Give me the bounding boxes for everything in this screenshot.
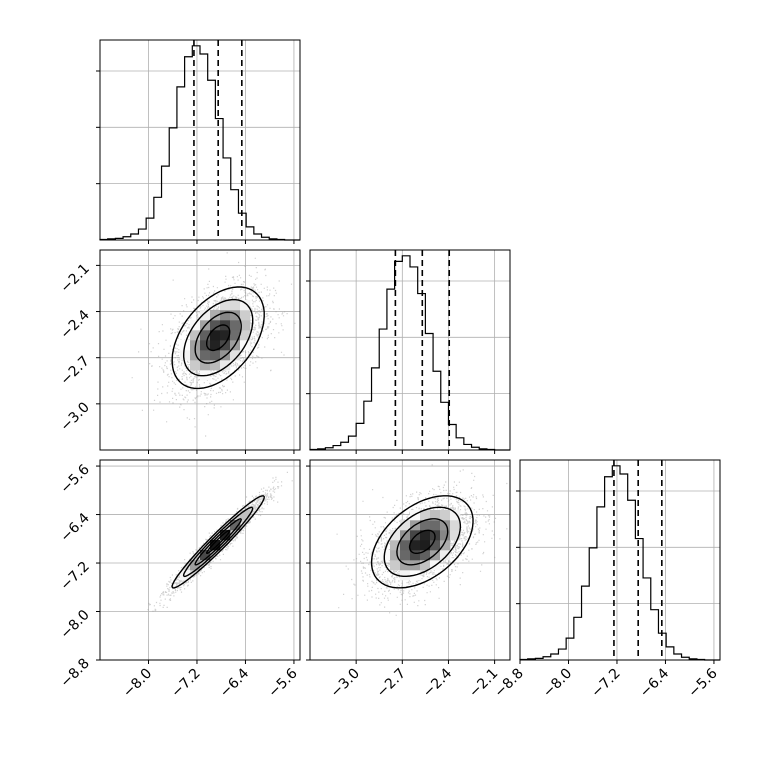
density-cell [210, 310, 221, 321]
density-cell [200, 340, 211, 351]
density-cell [440, 520, 451, 531]
density-cell [390, 530, 401, 541]
density-cell [400, 540, 411, 551]
density-cell [220, 310, 231, 321]
panel-density-2-1: −3.0 −2.7 −2.4 −2.1 [306, 459, 511, 701]
panel-hist-0-0 [96, 39, 301, 244]
density-cell [240, 510, 251, 521]
density-cell [200, 350, 211, 361]
panel-frame [99, 39, 301, 241]
histogram-step [309, 255, 510, 451]
density-cell [420, 550, 431, 561]
density-cell [440, 540, 451, 551]
density-cell [420, 520, 431, 531]
density-cell [180, 570, 191, 581]
density-cell [240, 330, 251, 341]
density-cell [210, 340, 221, 351]
density-cell [230, 300, 241, 311]
density-cell [220, 330, 231, 341]
density-cell [210, 540, 221, 551]
density-cell [230, 520, 241, 531]
panel-hist-1-1 [306, 249, 511, 454]
contour-line [205, 324, 231, 352]
panel-content [336, 464, 508, 616]
density-cell [220, 360, 231, 371]
density-cell [430, 510, 441, 521]
density-cell [190, 320, 201, 331]
density-cell [400, 520, 411, 531]
density-cell [230, 320, 241, 331]
density-cell [210, 350, 221, 361]
density-cell [450, 530, 461, 541]
density-cell [230, 330, 241, 341]
contour-line [182, 298, 254, 377]
histogram-step [99, 45, 300, 241]
density-cell [230, 310, 241, 321]
contour-line [171, 495, 265, 589]
panel-frame [309, 459, 511, 661]
density-cell [240, 320, 251, 331]
contour-line [370, 495, 474, 589]
contour-line [182, 506, 254, 578]
density-cell [190, 360, 201, 371]
density-cell [200, 550, 211, 561]
density-cell [400, 570, 411, 581]
density-cell [220, 300, 231, 311]
density-cell [210, 360, 221, 371]
contour-line [205, 529, 231, 554]
panel-content [131, 252, 296, 437]
density-cell [390, 540, 401, 551]
contour-line [194, 518, 242, 566]
density-cell [210, 320, 221, 331]
density-cell [210, 330, 221, 341]
histogram-step [519, 465, 720, 661]
contour-line [383, 506, 462, 577]
density-cell [450, 510, 461, 521]
density-cell [410, 540, 421, 551]
density-cell [420, 510, 431, 521]
contour-line [171, 286, 265, 390]
contour-line [194, 311, 242, 364]
density-cell [440, 550, 451, 561]
density-cell [450, 520, 461, 531]
density-cell [230, 350, 241, 361]
density-cell [410, 530, 421, 541]
density-cell [410, 560, 421, 571]
panel-frame [309, 249, 511, 451]
panel-content [147, 471, 293, 612]
density-cell [420, 560, 431, 571]
density-cell [380, 550, 391, 561]
density-cell [220, 530, 231, 541]
panel-frame [519, 459, 721, 661]
contour-line [396, 518, 449, 566]
density-cell [390, 560, 401, 571]
density-cell [180, 350, 191, 361]
panel-frame [99, 249, 301, 451]
density-cell [440, 530, 451, 541]
density-cell [410, 550, 421, 561]
density-cell [430, 540, 441, 551]
density-cell [420, 530, 431, 541]
density-cell [200, 330, 211, 341]
density-cell [190, 350, 201, 361]
density-cell [200, 360, 211, 371]
density-cell [440, 510, 451, 521]
panel-density-1-0: −2.1−2.4−2.7−3.0 [57, 249, 301, 454]
density-cell [430, 520, 441, 531]
density-cell [400, 530, 411, 541]
density-cell [420, 540, 431, 551]
density-cell [400, 560, 411, 571]
panel-frame [99, 459, 301, 661]
density-cell [390, 550, 401, 561]
density-cell [190, 330, 201, 341]
density-cell [240, 310, 251, 321]
density-cell [240, 300, 251, 311]
density-cell [400, 550, 411, 561]
contour-line [408, 529, 436, 554]
density-cell [200, 310, 211, 321]
density-cell [220, 340, 231, 351]
